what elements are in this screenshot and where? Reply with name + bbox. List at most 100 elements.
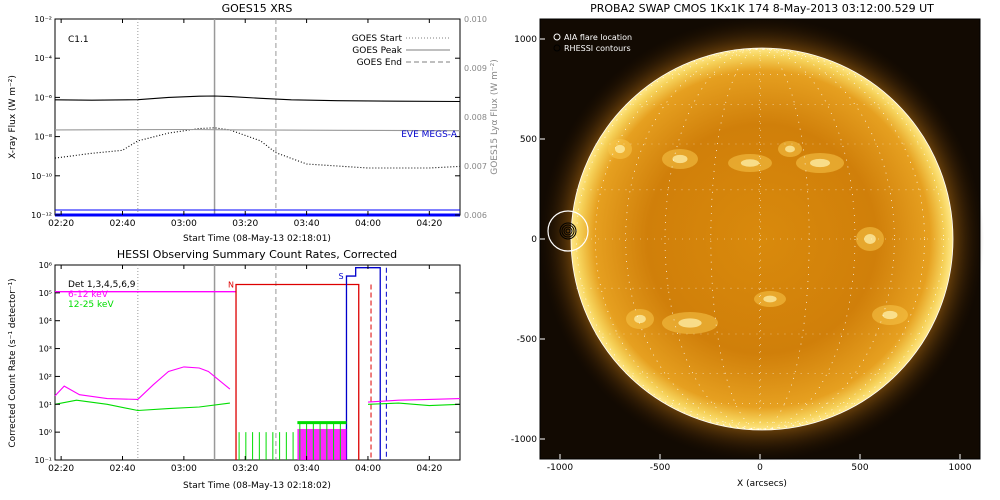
heliographic-grid xyxy=(570,48,950,430)
y-tick-label: 0 xyxy=(531,235,537,245)
x-tick-label: 04:20 xyxy=(416,219,442,229)
y-tick-label: 10⁻⁴ xyxy=(34,54,52,63)
legend-label: Det 1,3,4,5,6,9 xyxy=(68,280,136,290)
active-region-core xyxy=(785,145,795,153)
active-region-core xyxy=(810,158,830,168)
hessi-panel: HESSI Observing Summary Count Rates, Cor… xyxy=(8,248,461,491)
eve-megs-label: EVE MEGS-A xyxy=(401,130,458,140)
y-tick-label: 10¹ xyxy=(39,400,52,409)
x-tick-label: 04:00 xyxy=(355,219,381,229)
y2-tick-label: 0.006 xyxy=(464,211,487,220)
aia-flare-circle xyxy=(547,210,589,252)
x-tick-label: 03:00 xyxy=(171,219,197,229)
hessi-attenuator-states: NS xyxy=(55,267,387,460)
series-line-0 xyxy=(54,366,461,403)
rhessi-contour xyxy=(561,224,575,238)
x-tick-label: 04:20 xyxy=(416,464,442,474)
series-line-1 xyxy=(54,127,461,169)
series-line-0 xyxy=(54,95,461,103)
rhessi-contour xyxy=(565,228,571,234)
legend-label: 12-25 keV xyxy=(68,300,114,310)
rhessi-contour xyxy=(559,222,577,240)
y-tick-label: 10⁰ xyxy=(39,428,52,437)
swap-x-axis-label: X (arcsecs) xyxy=(737,479,787,489)
aia-flare-location-marker xyxy=(547,210,589,252)
y-tick-label: 10³ xyxy=(39,345,52,354)
y-tick-label: 500 xyxy=(520,135,537,145)
hessi-plot-frame xyxy=(54,264,461,461)
y-tick-label: 1000 xyxy=(514,35,537,45)
goes-x-axis-label: Start Time (08-May-13 02:18:01) xyxy=(183,234,331,244)
decimated-low-energy-block xyxy=(297,428,347,460)
active-region-core xyxy=(678,318,702,328)
y-tick-label: 10⁻² xyxy=(34,15,52,24)
y2-tick-label: 0.010 xyxy=(464,15,487,24)
y-tick-label: 10⁴ xyxy=(39,317,52,326)
swap-image-title: PROBA2 SWAP CMOS 1Kx1K 174 8-May-2013 03… xyxy=(590,2,934,15)
x-tick-label: 02:20 xyxy=(48,219,74,229)
legend-label: GOES Start xyxy=(352,34,403,44)
y-tick-label: 10⁵ xyxy=(39,289,52,298)
x-tick-label: -1000 xyxy=(547,463,573,473)
legend-label: GOES End xyxy=(357,58,402,68)
solar-disk xyxy=(571,48,953,430)
y-tick-label: 10² xyxy=(39,372,52,381)
swap-image-panel: PROBA2 SWAP CMOS 1Kx1K 174 8-May-2013 03… xyxy=(511,2,984,489)
y-tick-label: 10⁻¹² xyxy=(31,211,52,220)
y-tick-label: 10⁶ xyxy=(39,261,52,270)
active-region-core xyxy=(672,154,688,164)
y2-tick-label: 0.007 xyxy=(464,162,487,171)
x-tick-label: 03:20 xyxy=(232,464,258,474)
saa-interval xyxy=(345,267,381,460)
x-tick-label: 02:40 xyxy=(110,464,136,474)
y-tick-label: 10⁻¹⁰ xyxy=(31,172,52,181)
legend-label: GOES Peak xyxy=(352,46,402,56)
legend-label: AIA flare location xyxy=(564,33,632,42)
goes-y-axis-label: X-ray Flux (W m⁻²) xyxy=(8,75,18,159)
swap-legend: AIA flare location RHESSI contours xyxy=(553,33,632,53)
y2-tick-label: 0.009 xyxy=(464,64,487,73)
night-marker: N xyxy=(228,280,234,289)
y-tick-label: -500 xyxy=(517,335,538,345)
solar-limb xyxy=(570,47,954,431)
rhessi-contour xyxy=(563,226,573,236)
longitude-line xyxy=(759,48,761,430)
x-tick-label: 02:20 xyxy=(48,464,74,474)
x-tick-label: 03:40 xyxy=(294,464,320,474)
goes-annotation-class: C1.1 xyxy=(68,35,89,45)
longitude-line xyxy=(710,48,810,430)
hessi-chart-title: HESSI Observing Summary Count Rates, Cor… xyxy=(117,248,397,261)
legend-label: RHESSI contours xyxy=(564,44,631,53)
hessi-y-axis-label: Corrected Count Rate (s⁻¹ detector⁻¹) xyxy=(8,278,18,447)
legend-symbol xyxy=(553,44,561,52)
series-line-2 xyxy=(54,128,461,132)
y-tick-label: 10⁻⁶ xyxy=(34,93,52,102)
goes-chart-title: GOES15 XRS xyxy=(222,2,293,15)
legend-label: 6-12 keV xyxy=(68,290,109,300)
x-tick-label: 1000 xyxy=(949,463,972,473)
goes-legend: GOES Start GOES Peak GOES End xyxy=(55,34,460,211)
goes-y2-axis-label: GOES15 Lyα Flux (W m⁻²) xyxy=(490,59,500,175)
active-region-core xyxy=(763,295,777,303)
active-region-core xyxy=(740,159,760,167)
active-regions xyxy=(608,139,908,334)
x-tick-label: -500 xyxy=(650,463,671,473)
x-tick-label: 04:00 xyxy=(355,464,381,474)
series-line-1 xyxy=(54,399,461,412)
active-region-core xyxy=(864,234,876,244)
hessi-x-axis-label: Start Time (08-May-13 02:18:02) xyxy=(183,481,331,491)
active-region-core xyxy=(882,310,898,320)
x-tick-label: 0 xyxy=(757,463,763,473)
y-tick-label: 10⁻¹ xyxy=(34,456,52,465)
active-region-core xyxy=(634,314,646,324)
night-interval xyxy=(235,283,360,460)
active-region-core xyxy=(615,144,625,154)
x-tick-label: 02:40 xyxy=(110,219,136,229)
x-tick-label: 03:40 xyxy=(294,219,320,229)
y-tick-label: 10⁻⁸ xyxy=(34,133,52,142)
y2-tick-label: 0.008 xyxy=(464,113,487,122)
legend-symbol xyxy=(553,33,561,41)
saa-marker: S xyxy=(338,272,343,281)
